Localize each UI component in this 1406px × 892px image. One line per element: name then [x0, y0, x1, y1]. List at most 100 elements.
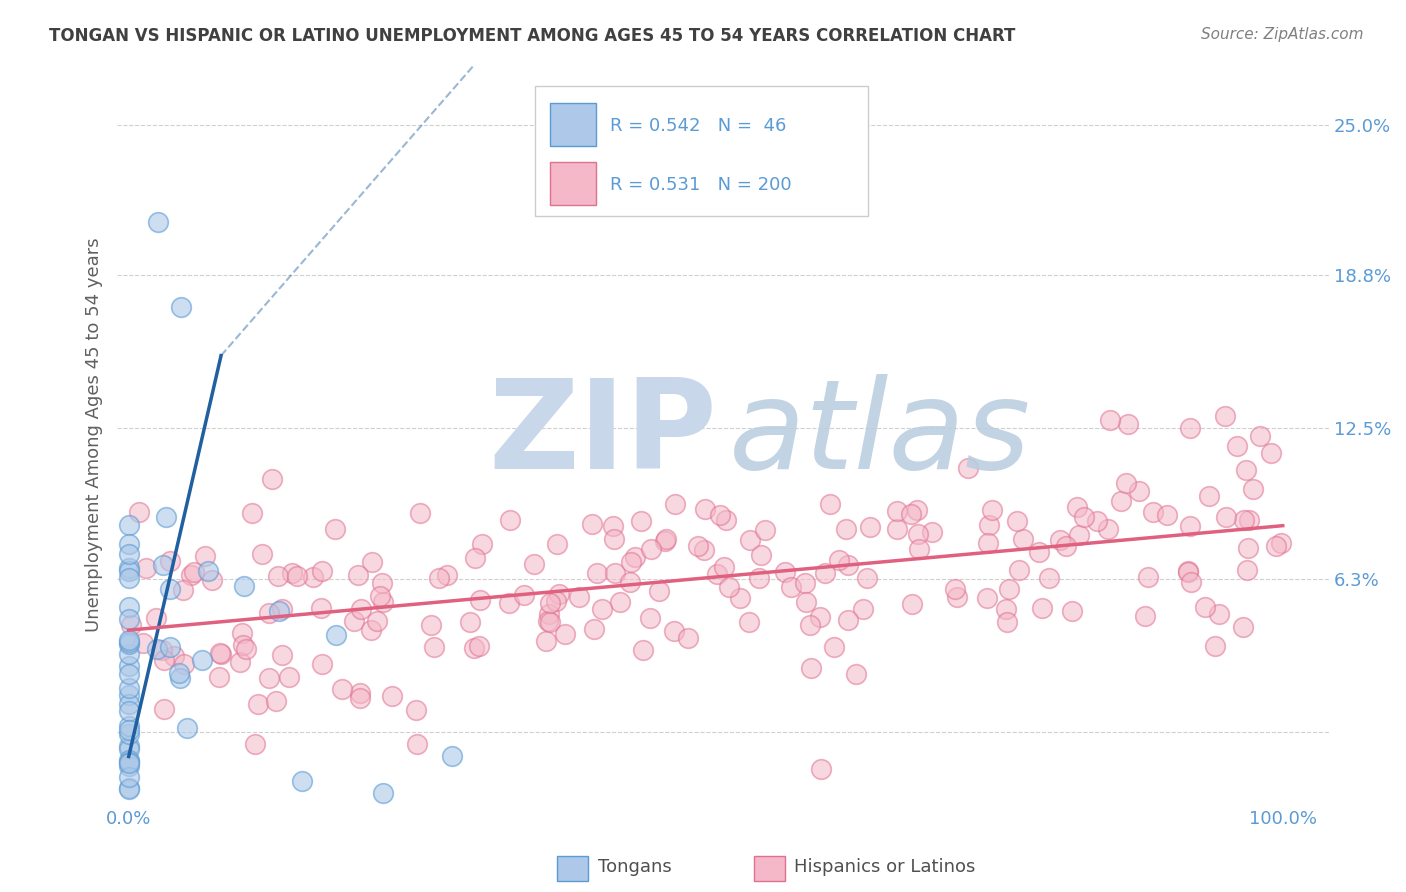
Point — [568, 591, 591, 605]
Point — [1180, 574, 1202, 589]
Point — [1031, 600, 1053, 615]
Point — [548, 587, 571, 601]
Point — [163, 648, 186, 663]
Text: Hispanics or Latinos: Hispanics or Latinos — [794, 858, 976, 876]
Point — [655, 532, 678, 546]
Point — [468, 639, 491, 653]
Point — [405, 703, 427, 717]
Text: TONGAN VS HISPANIC OR LATINO UNEMPLOYMENT AMONG AGES 45 TO 54 YEARS CORRELATION : TONGAN VS HISPANIC OR LATINO UNEMPLOYMEN… — [49, 27, 1015, 45]
Point — [1249, 429, 1271, 443]
Point — [538, 615, 561, 629]
Point — [1109, 493, 1132, 508]
Point — [1142, 505, 1164, 519]
Point — [463, 641, 485, 656]
Point — [921, 525, 943, 540]
Point — [267, 569, 290, 583]
Point — [371, 786, 394, 800]
Point — [169, 671, 191, 685]
Point — [180, 568, 202, 582]
Point — [1116, 417, 1139, 431]
Point — [976, 591, 998, 605]
Point — [118, 634, 141, 648]
Point — [907, 526, 929, 541]
Point — [623, 550, 645, 565]
Point — [343, 614, 366, 628]
Point — [998, 582, 1021, 596]
Point — [886, 504, 908, 518]
Point — [118, 600, 141, 615]
Point — [118, 781, 141, 796]
Point — [957, 461, 980, 475]
Text: R = 0.531   N = 200: R = 0.531 N = 200 — [610, 176, 792, 194]
Point — [852, 602, 875, 616]
Point — [145, 611, 167, 625]
Point — [118, 632, 141, 647]
Point — [676, 631, 699, 645]
Point — [291, 773, 314, 788]
Point — [153, 701, 176, 715]
Point — [118, 637, 141, 651]
Point — [231, 625, 253, 640]
Point — [640, 541, 662, 556]
Point — [695, 502, 717, 516]
Point — [538, 607, 561, 621]
Point — [1060, 604, 1083, 618]
Point — [427, 571, 450, 585]
Point — [1180, 421, 1202, 435]
Point — [468, 593, 491, 607]
Point — [243, 737, 266, 751]
Point — [544, 594, 567, 608]
Point — [120, 618, 142, 632]
Point — [1133, 609, 1156, 624]
Point — [118, 705, 141, 719]
Point — [800, 661, 823, 675]
Point — [346, 567, 368, 582]
Point — [662, 624, 685, 639]
Point — [118, 759, 141, 773]
Point — [311, 600, 333, 615]
Point — [146, 641, 169, 656]
Point — [208, 646, 231, 660]
Point — [169, 300, 191, 314]
Point — [366, 614, 388, 628]
Text: Source: ZipAtlas.com: Source: ZipAtlas.com — [1201, 27, 1364, 42]
Point — [118, 647, 141, 661]
Point — [229, 655, 252, 669]
Point — [1028, 545, 1050, 559]
Point — [233, 579, 256, 593]
Point — [907, 541, 929, 556]
Point — [794, 575, 817, 590]
Point — [1097, 522, 1119, 536]
Point — [1128, 484, 1150, 499]
Point — [1241, 483, 1264, 497]
Point — [995, 601, 1018, 615]
Point — [546, 537, 568, 551]
Point — [118, 612, 141, 626]
Point — [845, 667, 868, 681]
Point — [159, 582, 181, 596]
Point — [406, 737, 429, 751]
Point — [586, 566, 609, 581]
Point — [1264, 539, 1286, 553]
Point — [301, 570, 323, 584]
Point — [240, 506, 263, 520]
Point — [1177, 564, 1199, 578]
Point — [1005, 514, 1028, 528]
FancyBboxPatch shape — [557, 856, 588, 881]
Point — [754, 523, 776, 537]
Point — [208, 670, 231, 684]
Point — [748, 570, 770, 584]
FancyBboxPatch shape — [550, 161, 596, 205]
Point — [730, 591, 752, 605]
Point — [118, 756, 141, 770]
Point — [537, 614, 560, 628]
Point — [420, 617, 443, 632]
Point — [257, 606, 280, 620]
Point — [325, 628, 347, 642]
Point — [172, 583, 194, 598]
Point — [209, 647, 232, 661]
Point — [118, 517, 141, 532]
Point — [118, 666, 141, 681]
Point — [278, 670, 301, 684]
Point — [835, 522, 858, 536]
